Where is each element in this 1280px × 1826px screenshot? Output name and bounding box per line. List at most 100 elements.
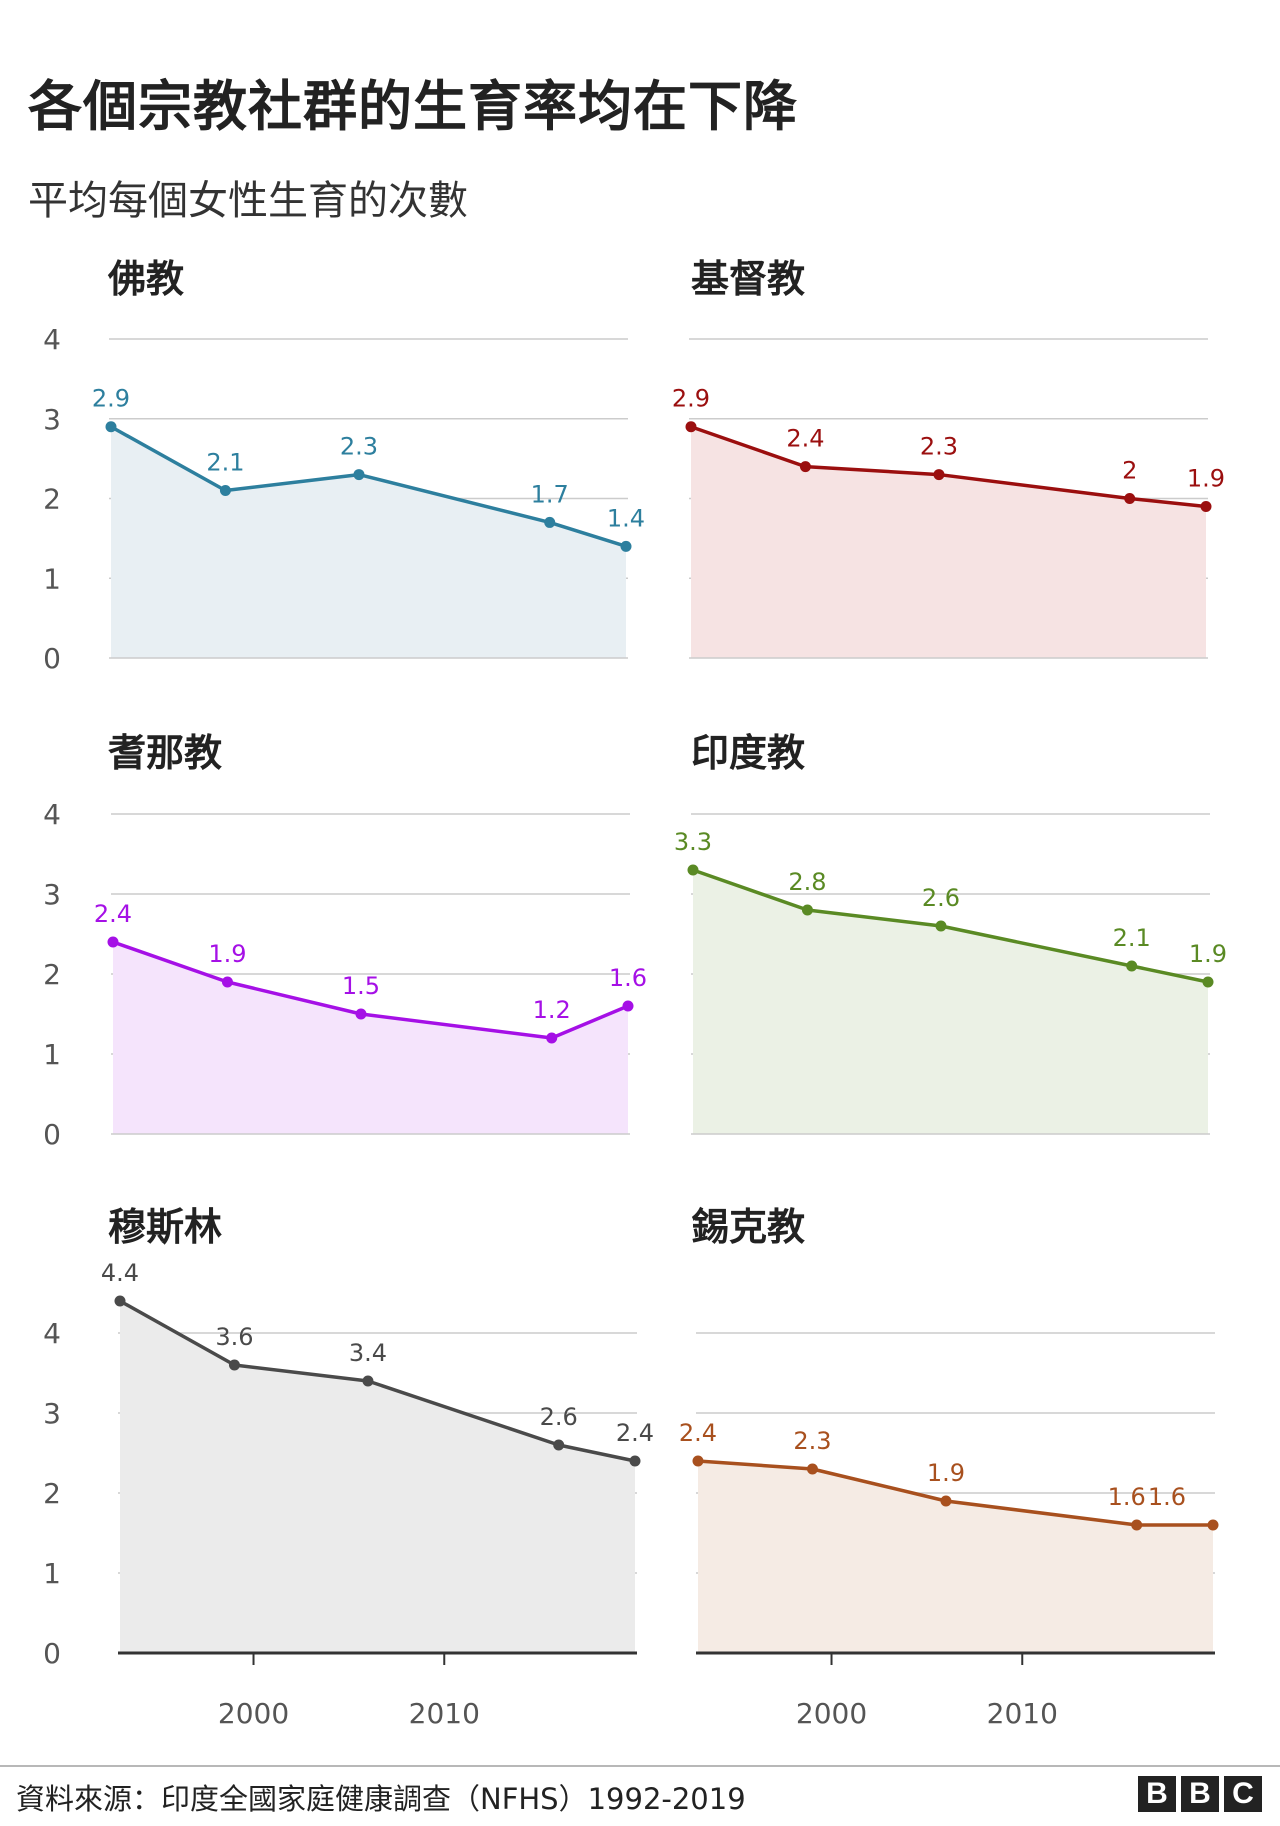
data-label: 2.9 bbox=[672, 385, 710, 413]
data-label: 2.3 bbox=[920, 433, 958, 461]
data-label: 2.1 bbox=[206, 449, 244, 477]
y-tick-label: 3 bbox=[43, 1397, 61, 1430]
data-point bbox=[544, 516, 556, 528]
area-fill bbox=[120, 1301, 635, 1653]
y-tick-label: 4 bbox=[43, 323, 61, 356]
data-point bbox=[629, 1455, 641, 1467]
chart-panel: 穆斯林 4.4 3.6 3.4 2.6 2.4 0 1 2 3 4 2000 2010 bbox=[43, 1205, 654, 1730]
y-tick-label: 3 bbox=[43, 878, 61, 911]
data-label: 2.9 bbox=[92, 385, 130, 413]
source-note: 資料來源：印度全國家庭健康調查（NFHS）1992-2019 bbox=[16, 1782, 746, 1816]
y-tick-label: 3 bbox=[43, 403, 61, 436]
data-point bbox=[799, 461, 811, 473]
data-label: 3.6 bbox=[215, 1323, 253, 1351]
chart-panel: 佛教 2.9 2.1 2.3 1.7 1.4 0 1 2 3 4 bbox=[43, 257, 645, 675]
data-point bbox=[107, 936, 119, 948]
data-label: 2.8 bbox=[788, 868, 826, 896]
area-fill bbox=[698, 1461, 1213, 1653]
data-label: 2 bbox=[1122, 457, 1137, 485]
chart-panel: 印度教 3.3 2.8 2.6 2.1 1.9 bbox=[674, 731, 1227, 1135]
x-tick-label: 2000 bbox=[796, 1697, 867, 1730]
chart-panel: 錫克教 2.4 2.3 1.9 1.6 1.6 2000 2010 bbox=[679, 1205, 1219, 1730]
data-label: 1.6 bbox=[1108, 1483, 1146, 1511]
data-label: 1.6 bbox=[1148, 1483, 1186, 1511]
y-tick-label: 2 bbox=[43, 1477, 61, 1510]
data-label: 3.4 bbox=[349, 1339, 387, 1367]
y-tick-label: 1 bbox=[43, 562, 61, 595]
data-point bbox=[933, 469, 945, 481]
chart-subtitle: 平均每個女性生育的次數 bbox=[28, 178, 468, 224]
data-label: 1.6 bbox=[609, 964, 647, 992]
chart-panel: 耆那教 2.4 1.9 1.5 1.2 1.6 0 1 2 3 4 bbox=[43, 731, 647, 1151]
data-label: 4.4 bbox=[101, 1259, 139, 1287]
data-point bbox=[806, 1463, 818, 1475]
y-tick-label: 1 bbox=[43, 1557, 61, 1590]
bbc-logo-block-1: B bbox=[1138, 1776, 1176, 1812]
data-label: 1.5 bbox=[342, 972, 380, 1000]
data-label: 1.9 bbox=[208, 940, 246, 968]
data-point bbox=[692, 1455, 704, 1467]
data-point bbox=[1131, 1519, 1143, 1531]
data-point bbox=[1124, 493, 1136, 504]
area-fill bbox=[693, 870, 1208, 1134]
data-label: 2.3 bbox=[793, 1427, 831, 1455]
data-point bbox=[622, 1000, 634, 1012]
data-label: 1.9 bbox=[1187, 464, 1225, 492]
panel-title: 穆斯林 bbox=[108, 1205, 222, 1249]
data-point bbox=[546, 1032, 558, 1044]
data-point bbox=[553, 1439, 565, 1451]
data-label: 1.7 bbox=[531, 480, 569, 508]
data-label: 2.4 bbox=[786, 425, 824, 453]
data-label: 2.4 bbox=[679, 1419, 717, 1447]
area-fill bbox=[691, 426, 1206, 658]
data-point bbox=[685, 421, 697, 433]
area-fill bbox=[111, 426, 626, 658]
data-label: 3.3 bbox=[674, 828, 712, 856]
y-tick-label: 0 bbox=[43, 1118, 61, 1151]
panel-title: 基督教 bbox=[691, 257, 805, 301]
x-tick-label: 2010 bbox=[987, 1697, 1058, 1730]
data-point bbox=[228, 1359, 240, 1371]
data-point bbox=[114, 1295, 126, 1307]
data-point bbox=[1202, 976, 1214, 988]
data-label: 1.9 bbox=[927, 1459, 965, 1487]
panel-title: 印度教 bbox=[691, 731, 805, 775]
data-label: 2.6 bbox=[922, 884, 960, 912]
y-tick-label: 0 bbox=[43, 642, 61, 675]
bbc-logo-block-2: B bbox=[1181, 1776, 1219, 1812]
data-label: 2.1 bbox=[1113, 924, 1151, 952]
data-point bbox=[620, 540, 632, 552]
data-point bbox=[687, 864, 699, 876]
data-point bbox=[355, 1008, 367, 1020]
chart-title: 各個宗教社群的生育率均在下降 bbox=[28, 75, 798, 138]
x-tick-label: 2000 bbox=[218, 1697, 289, 1730]
bbc-logo: B B C bbox=[1138, 1776, 1262, 1812]
data-label: 1.2 bbox=[533, 996, 571, 1024]
x-tick-label: 2010 bbox=[409, 1697, 480, 1730]
data-point bbox=[1207, 1519, 1219, 1531]
bbc-logo-block-3: C bbox=[1224, 1776, 1262, 1812]
data-point bbox=[105, 421, 117, 433]
data-point bbox=[1126, 960, 1138, 972]
area-fill bbox=[113, 942, 628, 1134]
data-label: 2.6 bbox=[540, 1403, 578, 1431]
panel-title: 耆那教 bbox=[107, 731, 222, 775]
data-point bbox=[353, 469, 365, 481]
data-point bbox=[219, 485, 231, 497]
data-label: 2.3 bbox=[340, 433, 378, 461]
y-tick-label: 4 bbox=[43, 1317, 61, 1350]
data-point bbox=[935, 920, 947, 932]
panel-title: 錫克教 bbox=[691, 1205, 805, 1249]
data-point bbox=[362, 1375, 374, 1387]
y-tick-label: 2 bbox=[43, 483, 61, 516]
data-point bbox=[801, 904, 813, 916]
data-label: 2.4 bbox=[616, 1419, 654, 1447]
data-point bbox=[221, 976, 233, 988]
data-label: 1.9 bbox=[1189, 940, 1227, 968]
data-point bbox=[940, 1495, 952, 1507]
panel-title: 佛教 bbox=[107, 257, 184, 301]
y-tick-label: 1 bbox=[43, 1038, 61, 1071]
y-tick-label: 0 bbox=[43, 1637, 61, 1670]
y-tick-label: 4 bbox=[43, 798, 61, 831]
